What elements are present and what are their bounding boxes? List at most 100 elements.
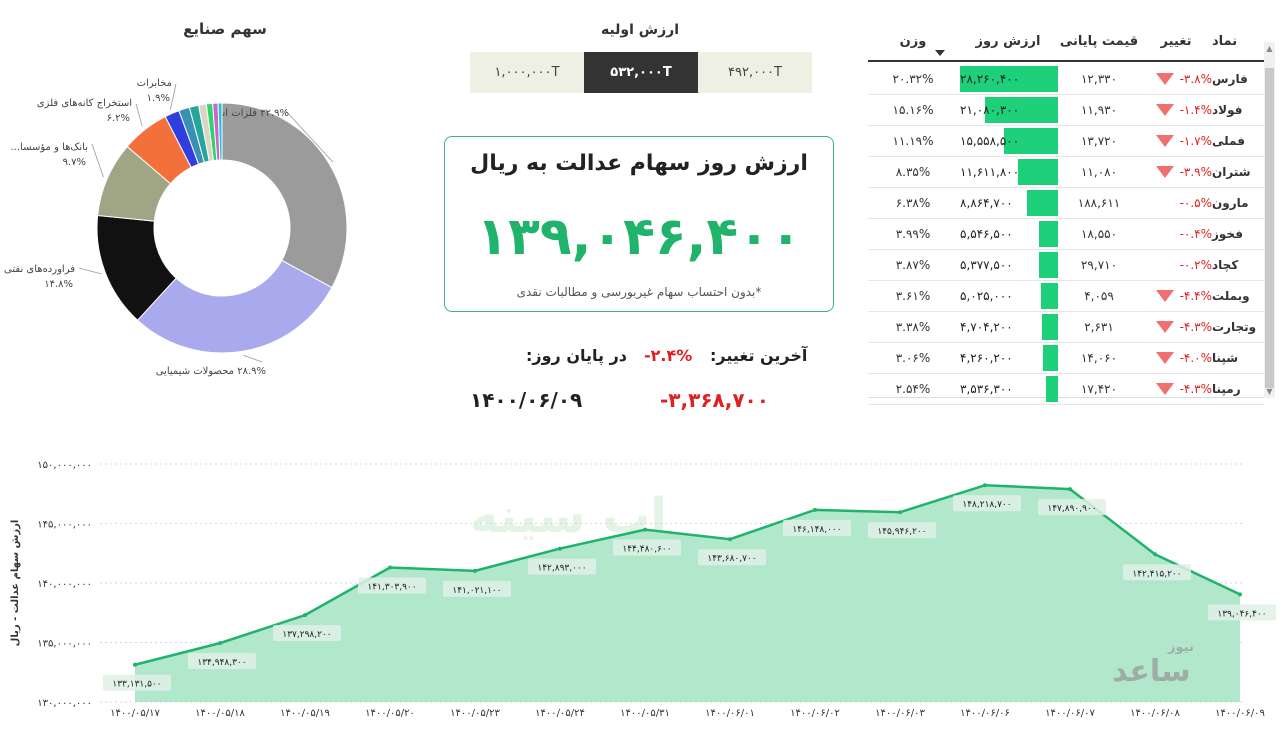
change-text: -۱.۷%: [1179, 134, 1212, 148]
cell-symbol: مارون: [1212, 196, 1249, 210]
initial-option-492000[interactable]: ۴۹۲,۰۰۰T: [698, 52, 812, 93]
series-line: [134, 483, 1241, 666]
data-point[interactable]: [388, 565, 392, 570]
data-label: ۱۴۲,۴۱۵,۲۰۰: [1123, 564, 1191, 581]
change-text: -۰.۲%: [1179, 258, 1212, 272]
table-row[interactable]: مارون -۰.۵% ۱۸۸,۶۱۱ ۸,۸۶۴,۷۰۰ ۶.۳۸%: [868, 188, 1264, 219]
table-scrollbar[interactable]: ▲ ▼: [1264, 42, 1275, 398]
table-row[interactable]: کچاد -۰.۲% ۲۹,۷۱۰ ۵,۳۷۷,۵۰۰ ۳.۸۷%: [868, 250, 1264, 281]
value-bar: [1004, 128, 1058, 154]
holdings-table: نماد تغییر قیمت پایانی ارزش روز وزن فارس…: [868, 22, 1275, 405]
cell-weight: ۳.۳۸%: [895, 320, 931, 334]
donut-slice[interactable]: [136, 259, 333, 354]
data-point[interactable]: [898, 510, 902, 515]
cell-price: ۴,۰۵۹: [1084, 289, 1114, 303]
data-point[interactable]: [983, 483, 987, 488]
x-tick-label: ۱۴۰۰/۰۶/۰۸: [1130, 708, 1180, 719]
y-tick-label: ۱۳۵,۰۰۰,۰۰۰: [37, 639, 92, 650]
data-label-box: [868, 522, 936, 539]
table-row[interactable]: فولاد -۱.۴% ۱۱,۹۳۰ ۲۱,۰۸۰,۳۰۰ ۱۵.۱۶%: [868, 95, 1264, 126]
data-label-box: [613, 539, 681, 556]
donut-slice[interactable]: [217, 102, 223, 161]
cell-symbol: فارس: [1212, 72, 1248, 86]
data-point[interactable]: [813, 507, 817, 512]
brand-logo: نیوز ساعد: [1098, 640, 1273, 730]
table-row[interactable]: شپنا -۴.۰% ۱۴,۰۶۰ ۴,۲۶۰,۲۰۰ ۳.۰۶%: [868, 343, 1264, 374]
table-row[interactable]: فارس -۳.۸% ۱۲,۳۳۰ ۲۸,۲۶۰,۴۰۰ ۲۰.۳۲%: [868, 64, 1264, 95]
scroll-up-icon[interactable]: ▲: [1266, 44, 1273, 53]
donut-leader-line: [284, 109, 334, 163]
data-point[interactable]: [303, 613, 307, 618]
scroll-thumb[interactable]: [1265, 68, 1274, 388]
header-weight[interactable]: وزن: [899, 33, 927, 49]
last-change-pct: -۲.۴%: [644, 346, 693, 365]
header-value[interactable]: ارزش روز: [975, 33, 1041, 49]
donut-pct-label: ۹.۷%: [63, 157, 86, 168]
data-point[interactable]: [133, 662, 137, 667]
x-tick-label: ۱۴۰۰/۰۶/۰۳: [875, 708, 925, 719]
down-triangle-icon: [1155, 383, 1174, 395]
card-value: ۱۳۹,۰۴۶,۴۰۰: [476, 207, 802, 267]
data-point[interactable]: [473, 568, 477, 573]
data-label-text: ۱۴۱,۳۰۳,۹۰۰: [367, 582, 416, 592]
cell-symbol: رمپنا: [1212, 382, 1241, 396]
value-text: ۲۱,۰۸۰,۳۰۰: [960, 103, 1020, 117]
value-text: ۸,۸۶۴,۷۰۰: [960, 196, 1013, 210]
table-row[interactable]: شتران -۳.۹% ۱۱,۰۸۰ ۱۱,۶۱۱,۸۰۰ ۸.۳۵%: [868, 157, 1264, 188]
cell-change: -۰.۲%: [1140, 250, 1212, 280]
cell-value: ۴,۲۶۰,۲۰۰: [958, 343, 1058, 373]
cell-change: -۱.۴%: [1140, 95, 1212, 125]
data-point[interactable]: [218, 641, 222, 646]
cell-price: ۱۷,۴۲۰: [1080, 382, 1118, 396]
value-text: ۲۸,۲۶۰,۴۰۰: [960, 72, 1020, 86]
cell-symbol: شتران: [1212, 165, 1251, 179]
initial-value-selector: ۱,۰۰۰,۰۰۰T ۵۳۲,۰۰۰T ۴۹۲,۰۰۰T: [470, 52, 812, 93]
donut-pct-label: ۱۴.۸%: [44, 279, 73, 290]
change-text: -۳.۹%: [1179, 165, 1212, 179]
cell-symbol: شپنا: [1212, 351, 1239, 365]
y-tick-label: ۱۴۰,۰۰۰,۰۰۰: [37, 579, 92, 590]
donut-label: ۳۲.۹% فلزات اساسی: [197, 108, 289, 119]
header-symbol[interactable]: نماد: [1212, 33, 1238, 49]
cell-value: ۵,۳۷۷,۵۰۰: [958, 250, 1058, 280]
data-label: ۱۴۱,۳۰۳,۹۰۰: [358, 577, 426, 594]
initial-value-title: ارزش اولیه: [600, 22, 680, 38]
table-row[interactable]: رمپنا -۴.۳% ۱۷,۴۲۰ ۳,۵۳۶,۳۰۰ ۲.۵۴%: [868, 374, 1264, 405]
data-label-box: [273, 625, 341, 642]
table-row[interactable]: وتجارت -۴.۳% ۲,۶۳۱ ۴,۷۰۴,۲۰۰ ۳.۳۸%: [868, 312, 1264, 343]
data-label: ۱۳۹,۰۴۶,۴۰۰: [1208, 604, 1276, 621]
cell-symbol: فخوز: [1212, 227, 1243, 241]
cell-weight: ۸.۳۵%: [895, 165, 931, 179]
table-row[interactable]: فخوز -۰.۴% ۱۸,۵۵۰ ۵,۵۴۶,۵۰۰ ۳.۹۹%: [868, 219, 1264, 250]
initial-option-532000[interactable]: ۵۳۲,۰۰۰T: [584, 52, 698, 93]
data-point[interactable]: [643, 527, 647, 532]
change-text: -۴.۰%: [1179, 351, 1212, 365]
cell-symbol: فولاد: [1212, 103, 1243, 117]
data-label: ۱۴۸,۲۱۸,۷۰۰: [953, 495, 1021, 512]
sort-desc-icon[interactable]: [935, 50, 945, 56]
data-point[interactable]: [1068, 487, 1072, 492]
donut-slice[interactable]: [221, 102, 348, 289]
x-tick-label: ۱۴۰۰/۰۵/۱۸: [195, 708, 245, 719]
data-point[interactable]: [1153, 552, 1157, 557]
cell-symbol: کچاد: [1212, 258, 1239, 272]
initial-option-1000000[interactable]: ۱,۰۰۰,۰۰۰T: [470, 52, 584, 93]
cell-value: ۲۱,۰۸۰,۳۰۰: [958, 95, 1058, 125]
table-row[interactable]: فملی -۱.۷% ۱۳,۷۲۰ ۱۵,۵۵۸,۵۰۰ ۱۱.۱۹%: [868, 126, 1264, 157]
data-label-text: ۱۴۱,۰۲۱,۱۰۰: [452, 586, 501, 596]
cell-symbol: وتجارت: [1212, 320, 1257, 334]
header-price[interactable]: قیمت پایانی: [1059, 33, 1139, 49]
data-label: ۱۴۵,۹۴۶,۲۰۰: [868, 522, 936, 539]
data-point[interactable]: [558, 546, 562, 551]
cell-weight: ۳.۹۹%: [895, 227, 931, 241]
header-change[interactable]: تغییر: [1160, 33, 1192, 49]
table-row[interactable]: وبملت -۴.۴% ۴,۰۵۹ ۵,۰۲۵,۰۰۰ ۳.۶۱%: [868, 281, 1264, 312]
table-body: فارس -۳.۸% ۱۲,۳۳۰ ۲۸,۲۶۰,۴۰۰ ۲۰.۳۲% فولاد -۱.۴…: [868, 64, 1264, 405]
data-point[interactable]: [1238, 592, 1242, 597]
area-fill: [135, 485, 1240, 702]
value-bar: [984, 97, 1058, 123]
cell-symbol: فملی: [1212, 134, 1245, 148]
scroll-down-icon[interactable]: ▼: [1266, 387, 1273, 396]
cell-change: -۰.۵%: [1140, 188, 1212, 218]
data-point[interactable]: [728, 537, 732, 542]
